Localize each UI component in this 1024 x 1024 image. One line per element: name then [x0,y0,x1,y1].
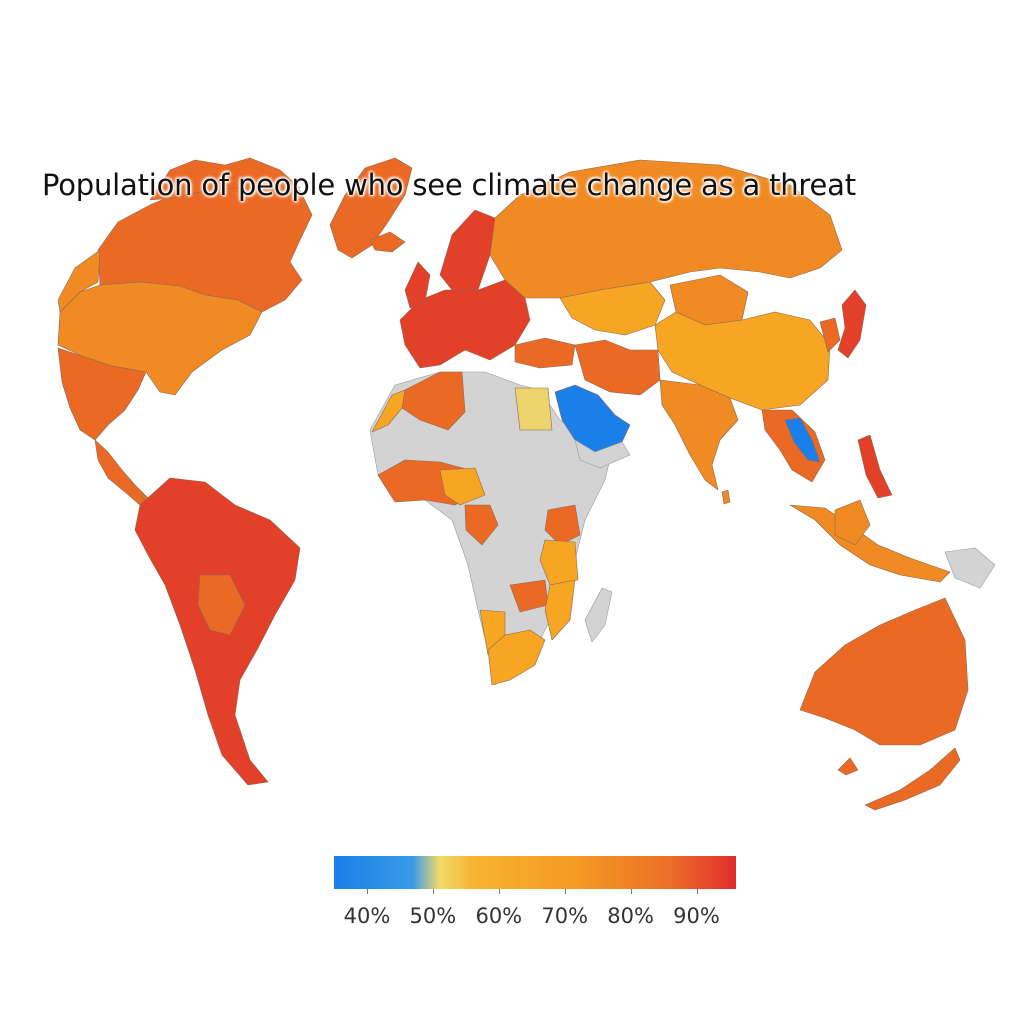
central-america-region [94,439,149,506]
australia-region [799,597,969,746]
philippines-region [857,434,893,499]
legend-tick [432,889,434,894]
color-legend: 40% 50% 60% 70% 80% 90% [334,856,736,936]
new-zealand-region [864,747,961,811]
iran-region [574,339,661,396]
legend-label: 40% [343,904,391,928]
tasmania-region [837,757,859,776]
legend-label: 50% [409,904,457,928]
legend-ticks [334,889,736,895]
iceland-region [369,231,406,253]
nigeria-region [439,467,486,506]
southeast-asia-region [761,409,826,483]
korea-region [819,317,841,353]
saudi-arabia-region [554,384,631,453]
canada-islands [149,157,301,201]
algeria-region [401,371,466,431]
sri-lanka-region [721,489,731,505]
indonesia-region [789,504,951,583]
yemen-region [574,439,631,469]
legend-labels: 40% 50% 60% 70% 80% 90% [334,904,736,934]
madagascar-region [584,587,613,643]
greenland-region [329,157,413,259]
borneo-region [834,499,871,546]
china-region [654,311,831,411]
morocco-region [371,389,406,433]
legend-label: 70% [541,904,589,928]
egypt-region [514,387,553,431]
legend-tick [696,889,698,894]
legend-label: 80% [607,904,654,928]
map-title: Population of people who see climate cha… [42,168,856,202]
bolivia-region [197,574,246,636]
legend-label: 60% [475,904,523,928]
legend-gradient-bar [334,856,736,889]
legend-tick [367,889,368,894]
legend-tick [498,889,500,894]
turkey-region [514,337,576,369]
laos-region [784,417,821,463]
uk-region [404,261,431,309]
india-region [659,379,739,491]
mozambique-region [544,579,576,641]
legend-label: 90% [673,904,720,928]
papua-region [944,547,996,589]
alaska-region [57,249,101,313]
central-africa-region [464,504,499,546]
japan-region [837,289,867,359]
kenya-region [544,504,581,546]
south-africa-region [487,629,546,686]
mexico-region [57,347,147,441]
legend-tick [630,889,632,894]
legend-tick [564,889,566,894]
russia-region [489,159,843,299]
